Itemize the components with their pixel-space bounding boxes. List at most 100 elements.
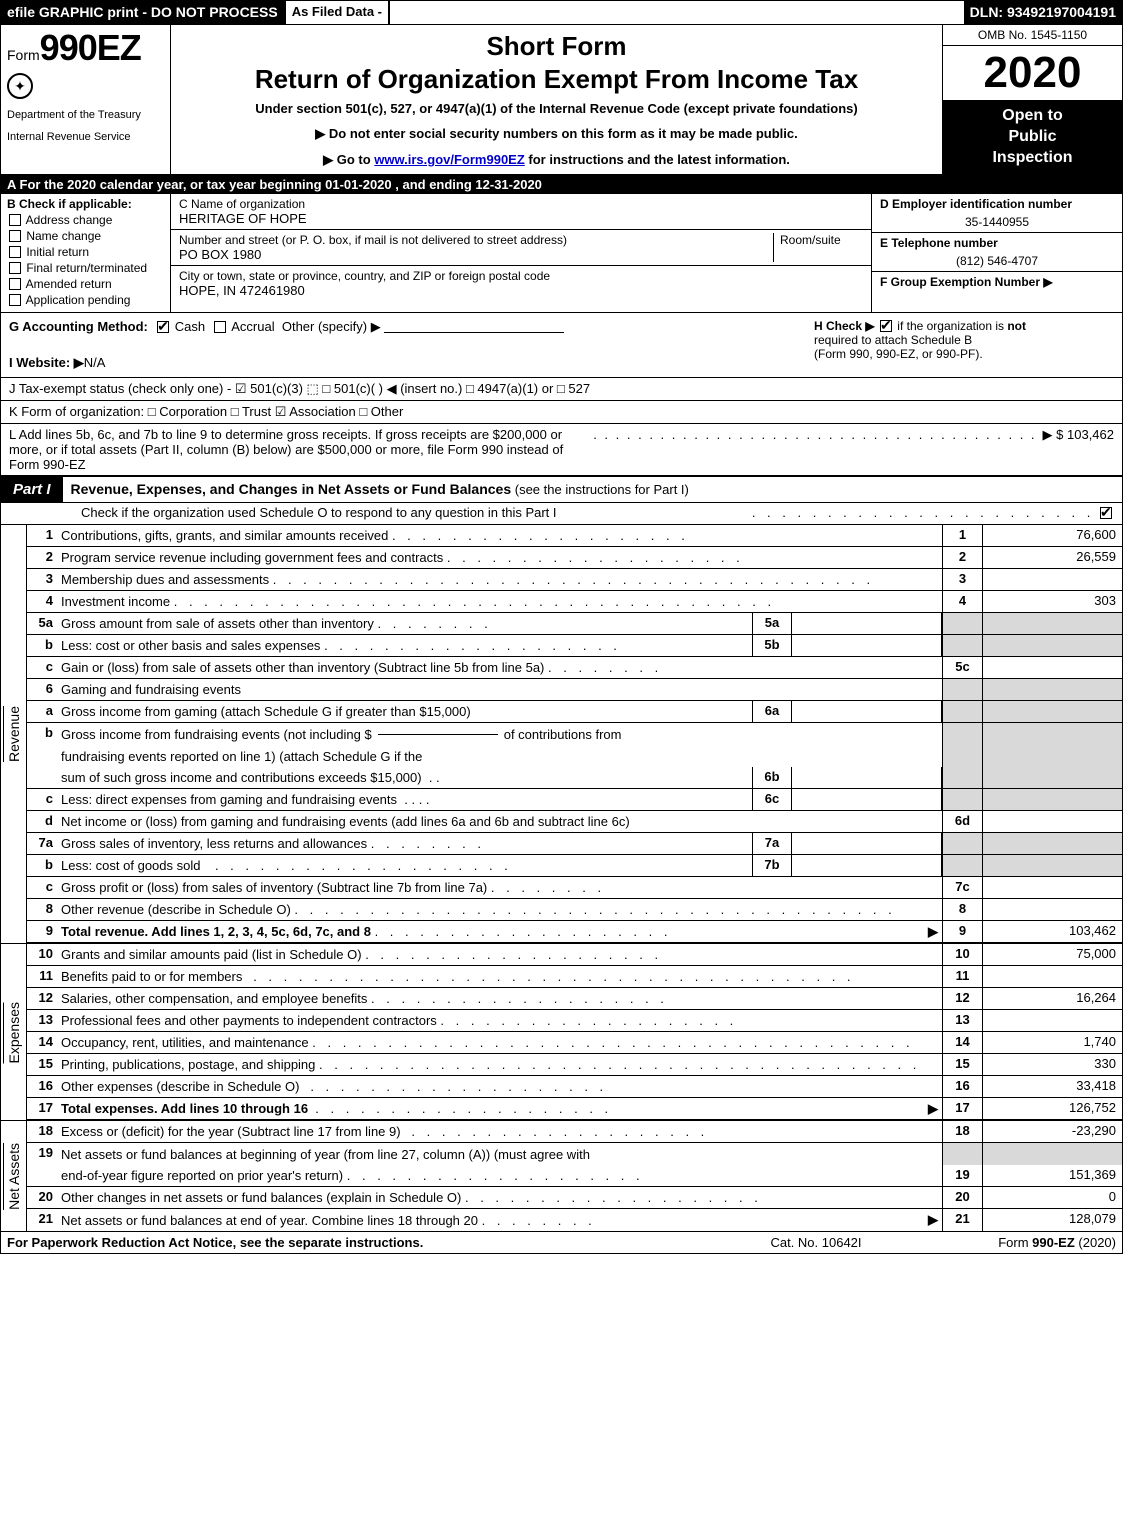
- dots-17: . . . . . . . . . . . . . . . . . . . .: [315, 1101, 924, 1116]
- rv-7c: [982, 877, 1122, 898]
- rn-11: 11: [942, 966, 982, 987]
- rv-6b3: [982, 767, 1122, 788]
- other-label: Other (specify) ▶: [282, 319, 381, 334]
- dots-15: . . . . . . . . . . . . . . . . . . . . …: [319, 1057, 938, 1072]
- revenue-section: Revenue 1 Contributions, gifts, grants, …: [1, 525, 1122, 943]
- blank-6b[interactable]: [378, 734, 498, 735]
- n-2: 2: [27, 547, 57, 568]
- accrual-checkbox[interactable]: [214, 321, 226, 333]
- dln-label: DLN:: [970, 4, 1003, 20]
- rn-21: 21: [942, 1209, 982, 1231]
- expenses-vlabel: Expenses: [3, 1002, 24, 1063]
- dots-13: . . . . . . . . . . . . . . . . . . . .: [440, 1013, 938, 1028]
- chk-address[interactable]: Address change: [7, 213, 164, 227]
- rn-4: 4: [942, 591, 982, 612]
- d-9: Total revenue. Add lines 1, 2, 3, 4, 5c,…: [57, 921, 942, 942]
- irs-link[interactable]: www.irs.gov/Form990EZ: [374, 152, 525, 167]
- t-14: Occupancy, rent, utilities, and maintena…: [61, 1035, 309, 1050]
- rv-6d: [982, 811, 1122, 832]
- row-7b: b Less: cost of goods sold . . . . . . .…: [27, 855, 1122, 877]
- t-6a: Gross income from gaming (attach Schedul…: [61, 704, 471, 719]
- expenses-rows: 10 Grants and similar amounts paid (list…: [27, 944, 1122, 1120]
- n-6b2: [27, 745, 57, 767]
- n-10: 10: [27, 944, 57, 965]
- rv-3: [982, 569, 1122, 590]
- j-line: J Tax-exempt status (check only one) - ☑…: [1, 378, 1122, 401]
- c-street-row: Number and street (or P. O. box, if mail…: [171, 230, 871, 266]
- row-16: 16 Other expenses (describe in Schedule …: [27, 1076, 1122, 1098]
- n-12: 12: [27, 988, 57, 1009]
- d-14: Occupancy, rent, utilities, and maintena…: [57, 1032, 942, 1053]
- d-6b4: sum of such gross income and contributio…: [57, 767, 752, 788]
- chk-initial[interactable]: Initial return: [7, 245, 164, 259]
- mb-5a: 5a: [752, 613, 792, 634]
- footer-right-pre: Form: [998, 1235, 1032, 1250]
- n-21: 21: [27, 1209, 57, 1231]
- rv-19b: 151,369: [982, 1165, 1122, 1186]
- t-20: Other changes in net assets or fund bala…: [61, 1190, 461, 1205]
- d-15: Printing, publications, postage, and shi…: [57, 1054, 942, 1075]
- schedule-o-checkbox[interactable]: [1100, 507, 1112, 519]
- n-11: 11: [27, 966, 57, 987]
- rv-10: 75,000: [982, 944, 1122, 965]
- rv-6b1: [982, 723, 1122, 745]
- rn-7b: [942, 855, 982, 876]
- dots-8: . . . . . . . . . . . . . . . . . . . . …: [294, 902, 938, 917]
- chk-pending[interactable]: Application pending: [7, 293, 164, 307]
- t-19a: Net assets or fund balances at beginning…: [61, 1147, 590, 1162]
- footer-right-post: (2020): [1075, 1235, 1116, 1250]
- open-line1: Open to: [949, 106, 1116, 127]
- row-6c: c Less: direct expenses from gaming and …: [27, 789, 1122, 811]
- topbar: efile GRAPHIC print - DO NOT PROCESS As …: [1, 1, 1122, 25]
- rv-20: 0: [982, 1187, 1122, 1208]
- footer-form: 990-EZ: [1032, 1235, 1075, 1250]
- d-7c: Gross profit or (loss) from sales of inv…: [57, 877, 942, 898]
- n-5a: 5a: [27, 613, 57, 634]
- dots-19b: . . . . . . . . . . . . . . . . . . . .: [347, 1168, 938, 1183]
- chk-amended[interactable]: Amended return: [7, 277, 164, 291]
- phone: (812) 546-4707: [880, 254, 1114, 268]
- t-6d: Net income or (loss) from gaming and fun…: [61, 814, 630, 829]
- n-19: 19: [27, 1143, 57, 1165]
- rv-4: 303: [982, 591, 1122, 612]
- rn-3: 3: [942, 569, 982, 590]
- h-checkbox[interactable]: [880, 320, 892, 332]
- row-6b-1: b Gross income from fundraising events (…: [27, 723, 1122, 745]
- irs-seal-icon: ✦: [7, 73, 33, 99]
- d-8: Other revenue (describe in Schedule O) .…: [57, 899, 942, 920]
- col-b: B Check if applicable: Address change Na…: [1, 194, 171, 312]
- d-5c: Gain or (loss) from sale of assets other…: [57, 657, 942, 678]
- n-19b: [27, 1165, 57, 1186]
- d-6b3: fundraising events reported on line 1) (…: [57, 745, 942, 767]
- row-6a: a Gross income from gaming (attach Sched…: [27, 701, 1122, 723]
- other-specify-line[interactable]: [384, 332, 564, 333]
- right-header-col: OMB No. 1545-1150 2020 Open to Public In…: [942, 25, 1122, 174]
- d-2: Program service revenue including govern…: [57, 547, 942, 568]
- d-21: Net assets or fund balances at end of ye…: [57, 1209, 942, 1231]
- n-6: 6: [27, 679, 57, 700]
- t-5b: Less: cost or other basis and sales expe…: [61, 638, 320, 653]
- irs-label: Internal Revenue Service: [7, 131, 164, 143]
- netassets-section: Net Assets 18 Excess or (deficit) for th…: [1, 1120, 1122, 1231]
- arrow-9: ▶: [928, 924, 938, 940]
- rn-13: 13: [942, 1010, 982, 1031]
- rn-2: 2: [942, 547, 982, 568]
- t-6b2: of contributions from: [504, 727, 622, 742]
- rv-9: 103,462: [982, 921, 1122, 942]
- footer-left: For Paperwork Reduction Act Notice, see …: [7, 1235, 716, 1250]
- row-6d: d Net income or (loss) from gaming and f…: [27, 811, 1122, 833]
- rn-1: 1: [942, 525, 982, 546]
- netassets-rows: 18 Excess or (deficit) for the year (Sub…: [27, 1121, 1122, 1231]
- dots-14: . . . . . . . . . . . . . . . . . . . . …: [312, 1035, 938, 1050]
- cash-checkbox[interactable]: [157, 321, 169, 333]
- topbar-spacer: [390, 1, 964, 24]
- row-5b: b Less: cost or other basis and sales ex…: [27, 635, 1122, 657]
- chk-final[interactable]: Final return/terminated: [7, 261, 164, 275]
- dept-treasury: Department of the Treasury: [7, 109, 164, 121]
- chk-name[interactable]: Name change: [7, 229, 164, 243]
- g-accounting: G Accounting Method: Cash Accrual Other …: [9, 319, 814, 371]
- rv-2: 26,559: [982, 547, 1122, 568]
- row-5c: c Gain or (loss) from sale of assets oth…: [27, 657, 1122, 679]
- d-10: Grants and similar amounts paid (list in…: [57, 944, 942, 965]
- d-6d: Net income or (loss) from gaming and fun…: [57, 811, 942, 832]
